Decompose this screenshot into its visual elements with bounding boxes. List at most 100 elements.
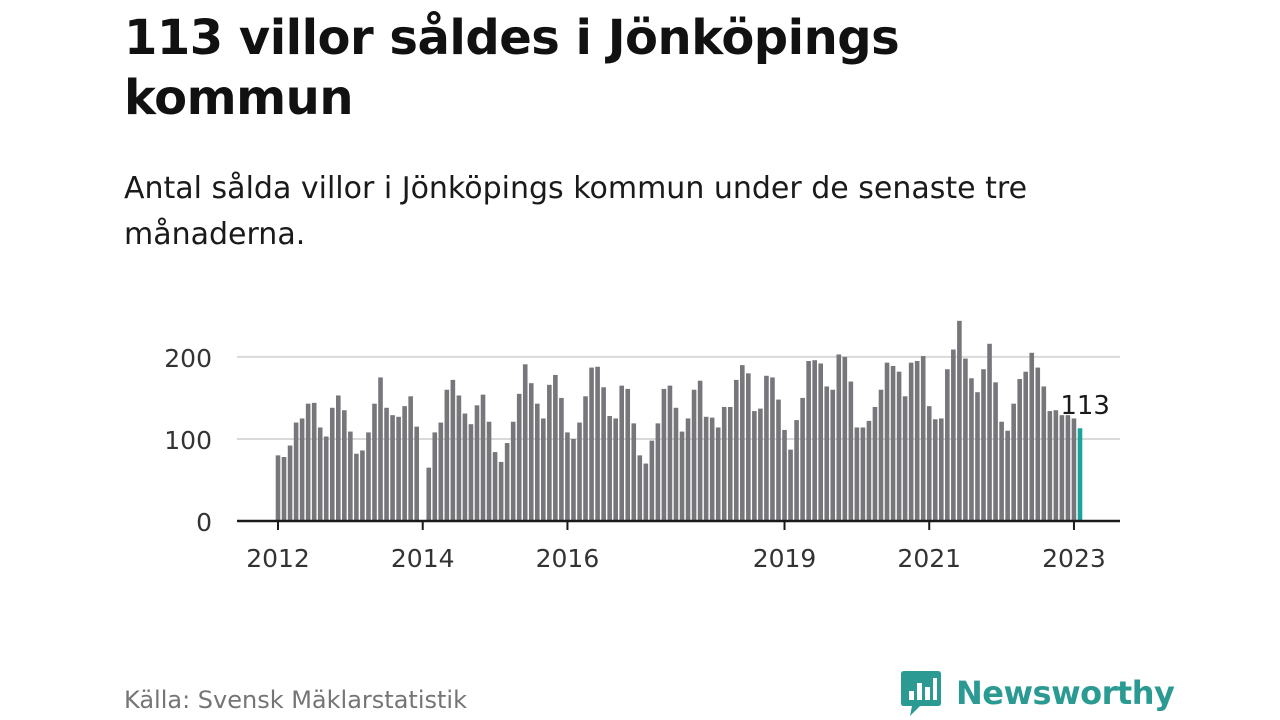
bar xyxy=(1023,371,1029,521)
bar xyxy=(1065,415,1071,521)
bar xyxy=(336,395,341,521)
bar xyxy=(969,378,974,521)
bar xyxy=(408,396,413,521)
bars xyxy=(275,320,1083,521)
chart-subtitle: Antal sålda villor i Jönköpings kommun u… xyxy=(124,171,1028,252)
bar xyxy=(565,432,570,521)
bar xyxy=(305,403,311,521)
source-note: Källa: Svensk Mäklarstatistik xyxy=(124,686,467,714)
bar xyxy=(287,445,293,521)
bar xyxy=(522,364,528,521)
bar xyxy=(613,418,618,521)
bar xyxy=(721,406,727,521)
bar xyxy=(981,369,986,521)
bar xyxy=(595,366,600,521)
bar xyxy=(299,418,305,521)
bar xyxy=(697,380,703,521)
bar xyxy=(480,394,486,521)
bar xyxy=(649,440,655,521)
bar xyxy=(510,421,516,521)
bar xyxy=(547,384,552,521)
bar xyxy=(1017,379,1022,521)
bar xyxy=(854,427,860,521)
x-axis-ticks xyxy=(277,521,1075,530)
bar xyxy=(1071,418,1077,521)
bar xyxy=(402,406,407,521)
bar xyxy=(390,415,395,521)
bar xyxy=(329,407,335,521)
bar xyxy=(456,395,462,521)
bar xyxy=(848,381,854,521)
bar xyxy=(462,413,468,521)
bar xyxy=(1011,403,1016,521)
bar xyxy=(866,420,872,521)
bar xyxy=(311,402,317,521)
bar xyxy=(679,431,685,521)
bar-highlight xyxy=(1077,428,1083,521)
bar xyxy=(444,389,450,521)
bar xyxy=(830,389,836,521)
bar xyxy=(926,406,932,521)
bar xyxy=(1029,352,1035,521)
bar xyxy=(553,374,558,521)
bar xyxy=(752,411,757,521)
bar xyxy=(366,432,371,521)
bar xyxy=(516,393,522,521)
bar xyxy=(474,405,480,521)
bar xyxy=(896,371,902,521)
bar xyxy=(414,426,419,521)
bar xyxy=(951,349,956,521)
bar xyxy=(577,422,582,521)
bar xyxy=(541,418,546,521)
bar xyxy=(384,407,389,521)
bar xyxy=(794,420,799,521)
bar xyxy=(396,416,401,521)
bar xyxy=(468,424,474,521)
bar xyxy=(643,463,649,521)
brand[interactable]: Newsworthy xyxy=(900,669,1175,717)
bar xyxy=(800,397,805,521)
y-axis-labels: 0 100 200 xyxy=(164,344,212,537)
bar xyxy=(354,453,359,521)
bar xyxy=(806,361,811,521)
bar xyxy=(625,388,631,521)
bar xyxy=(999,421,1004,521)
bar xyxy=(740,365,745,521)
bar xyxy=(378,377,383,521)
y-tick-label: 100 xyxy=(164,426,212,455)
x-tick-label: 2023 xyxy=(1042,544,1106,573)
x-tick-label: 2014 xyxy=(391,544,455,573)
bar xyxy=(607,415,612,521)
bar xyxy=(661,388,667,521)
bar xyxy=(631,423,637,521)
x-tick-label: 2016 xyxy=(536,544,600,573)
bar xyxy=(293,422,299,521)
bar xyxy=(504,443,510,521)
bar xyxy=(667,385,673,521)
bar xyxy=(528,383,534,521)
bar xyxy=(281,457,287,521)
bar xyxy=(360,450,365,521)
bar xyxy=(534,403,540,521)
bar xyxy=(673,407,679,521)
bar xyxy=(914,361,920,521)
bar xyxy=(770,377,775,521)
bar xyxy=(438,422,444,521)
bar xyxy=(583,396,588,521)
bar xyxy=(492,452,498,521)
bar xyxy=(884,362,890,521)
bar xyxy=(709,417,715,521)
bar xyxy=(685,418,691,521)
bar xyxy=(1005,430,1010,521)
y-tick-label: 200 xyxy=(164,344,212,373)
bar xyxy=(486,421,492,521)
bar xyxy=(932,419,938,521)
bar xyxy=(342,410,347,521)
chart-title: 113 villor såldes i Jönköpings kommun xyxy=(124,10,900,126)
y-tick-label: 0 xyxy=(196,508,212,537)
bar xyxy=(559,397,564,521)
x-tick-label: 2021 xyxy=(897,544,961,573)
bar xyxy=(939,418,944,521)
bar xyxy=(432,432,438,521)
